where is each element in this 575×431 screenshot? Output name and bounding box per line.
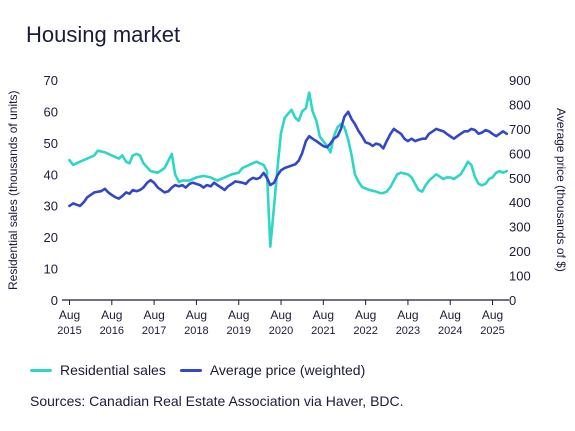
y-right-tick-label: 700 bbox=[509, 122, 531, 137]
y-right-tick-label: 300 bbox=[509, 220, 531, 235]
legend-item-sales: Residential sales bbox=[30, 362, 166, 378]
x-tick-label-year: 2017 bbox=[142, 325, 166, 337]
x-tick-label-month: Aug bbox=[270, 308, 291, 322]
x-tick-label-year: 2019 bbox=[226, 325, 250, 337]
y-left-tick-label: 40 bbox=[44, 167, 58, 182]
series-line-residential-sales bbox=[68, 91, 509, 248]
x-tick-label-month: Aug bbox=[59, 308, 80, 322]
x-tick-label-month: Aug bbox=[186, 308, 207, 322]
y-left-tick-label: 10 bbox=[44, 262, 58, 277]
y-left-tick-label: 60 bbox=[44, 104, 58, 119]
x-tick-label-month: Aug bbox=[440, 308, 461, 322]
x-tick-label-year: 2018 bbox=[184, 325, 208, 337]
y-left-tick-label: 20 bbox=[44, 230, 58, 245]
x-tick-label-year: 2016 bbox=[100, 325, 124, 337]
y-left-tick-label: 0 bbox=[51, 293, 58, 308]
y-right-tick-label: 500 bbox=[509, 171, 531, 186]
legend-swatch-price bbox=[179, 368, 202, 372]
source-note: Sources: Canadian Real Estate Associatio… bbox=[30, 393, 404, 409]
x-tick-label-month: Aug bbox=[101, 308, 122, 322]
y-right-tick-label: 0 bbox=[509, 293, 516, 308]
x-tick-label-month: Aug bbox=[482, 308, 503, 322]
y-axis-left-label: Residential sales (thousands of units) bbox=[6, 90, 20, 290]
legend-label-sales: Residential sales bbox=[60, 362, 166, 378]
y-right-tick-label: 400 bbox=[509, 195, 531, 210]
series-line-average-price bbox=[68, 110, 509, 208]
legend-item-price: Average price (weighted) bbox=[179, 362, 366, 378]
chart-title: Housing market bbox=[26, 22, 181, 47]
x-tick-label-month: Aug bbox=[355, 308, 376, 322]
legend: Residential sales Average price (weighte… bbox=[30, 362, 379, 378]
x-tick-label-year: 2022 bbox=[353, 325, 377, 337]
y-left-tick-label: 30 bbox=[44, 199, 58, 214]
x-tick-label-month: Aug bbox=[397, 308, 418, 322]
x-tick-label-year: 2025 bbox=[480, 325, 504, 337]
x-tick-label-year: 2020 bbox=[269, 325, 293, 337]
y-right-tick-label: 100 bbox=[509, 269, 531, 284]
y-axis-right-label: Average price (thousands of $) bbox=[554, 108, 568, 272]
x-tick-label-month: Aug bbox=[228, 308, 249, 322]
x-tick-label-year: 2015 bbox=[57, 325, 81, 337]
y-right-tick-label: 600 bbox=[509, 146, 531, 161]
x-tick-label-year: 2021 bbox=[311, 325, 335, 337]
x-tick-label-year: 2023 bbox=[396, 325, 420, 337]
y-left-tick-label: 50 bbox=[44, 136, 58, 151]
legend-swatch-sales bbox=[30, 368, 52, 372]
y-right-tick-label: 200 bbox=[509, 244, 531, 259]
x-tick-label-year: 2024 bbox=[438, 325, 462, 337]
y-right-tick-label: 800 bbox=[509, 97, 531, 112]
y-right-tick-label: 900 bbox=[509, 73, 531, 88]
x-tick-label-month: Aug bbox=[313, 308, 334, 322]
legend-label-price: Average price (weighted) bbox=[209, 362, 366, 378]
y-left-tick-label: 70 bbox=[44, 73, 58, 88]
x-tick-label-month: Aug bbox=[143, 308, 164, 322]
